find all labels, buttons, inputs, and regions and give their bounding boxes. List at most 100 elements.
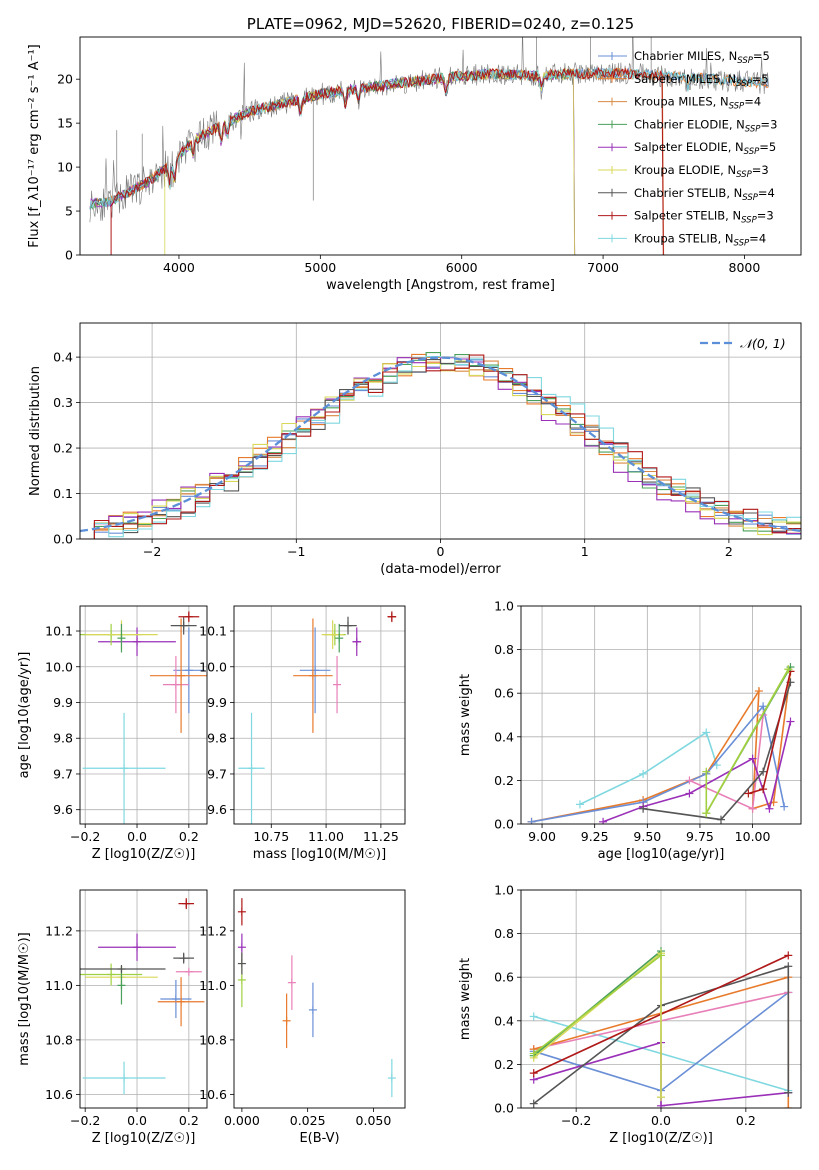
age-mass-xtick-label: 11.25 [363,829,399,844]
age-z-xtick-label: 0.2 [179,829,199,844]
legend-label-name: Salpeter STELIB [634,209,725,223]
mass-ebv-point [287,955,296,1010]
histogram-kroupa-stelib [80,356,801,539]
mass-z-ytick-label: 11.0 [45,978,73,993]
legend-label: Kroupa STELIB, NSSP=4 [634,231,766,248]
spectrum-xtick-label: 7000 [587,260,619,275]
weight-z-line-chabrier-elodie [533,949,662,1098]
mass-ebv-ytick-label: 11.2 [199,923,227,938]
age-z-ytick-label: 9.8 [53,731,73,746]
mass-ebv-ytick-label: 10.8 [199,1032,227,1047]
age-mass-point [339,616,357,635]
mass-z-point [157,977,205,1027]
spectrum-ytick-label: 10 [57,160,73,175]
legend-label-name: Chabrier MILES [634,49,721,63]
legend-label-n: , N [728,140,744,154]
mass-ebv-point [237,898,246,926]
spectrum-frame [79,36,802,256]
spectrum-xtick-label: 5000 [304,260,336,275]
residuals-xtick-label: 0 [437,544,445,559]
legend-label-n: , N [718,231,734,245]
age-z-point [162,656,189,714]
age-z-plot-area [80,611,207,824]
weight-age-ytick-label: 0.0 [494,817,514,832]
legend-label-nssp: 3 [766,209,773,223]
mass-z-xtick-label: 0.0 [127,1113,147,1128]
mass-z-point [98,933,176,961]
weight-z-xtick-label: 0.0 [651,1113,671,1128]
legend-label-eq: = [749,231,759,245]
weight-age-ylabel: mass weight [458,674,473,756]
residuals-ytick-label: 0.4 [53,350,73,365]
mass-z-ylabel: mass [log10(M/M☉)] [17,932,32,1065]
weight-z-frame [520,889,802,1109]
age-z-point [178,611,200,623]
weight-age-line-lime [705,668,790,817]
weight-z-xtick-label: 0.2 [736,1113,756,1128]
legend-label-sub: SSP [737,56,753,66]
weight-age-ytick-label: 1.0 [494,599,514,614]
age-mass-ytick-label: 9.9 [207,695,227,710]
mass-z-point [175,967,202,976]
legend-label-eq: = [758,186,768,200]
mass-ebv-xlabel: E(B-V) [299,1131,339,1146]
legend-label-n: , N [720,72,736,86]
age-z-point [98,627,176,657]
legend-label: Chabrier ELODIE, NSSP=3 [634,117,777,134]
age-mass-point [238,712,265,824]
age-mass-ytick-label: 9.6 [207,802,227,817]
age-mass-ytick-label: 9.7 [207,766,227,781]
weight-age-xtick-label: 9.50 [633,829,661,844]
legend-label-name: Kroupa STELIB [634,231,718,245]
legend-label-n: , N [721,49,737,63]
spectrum-plot-area [89,37,769,255]
spectrum-ytick-label: 5 [65,204,73,219]
residuals-xlabel: (data-model)/error [380,562,501,577]
legend-label-name: Salpeter MILES [634,72,720,86]
mass-z-plot-area [80,898,205,1095]
legend-label-name: Salpeter ELODIE [634,140,728,154]
weight-age-xtick-label: 9.75 [686,829,714,844]
age-mass-ytick-label: 9.8 [207,731,227,746]
weight-age-ytick-label: 0.8 [494,642,514,657]
mass-z-xtick-label: 0.2 [179,1113,199,1128]
age-z-xlabel: Z [log10(Z/Z☉)] [92,847,196,862]
legend-label-name: Kroupa MILES [634,95,713,109]
weight-age-plot-area [527,663,795,824]
mass-ebv-xtick-label: 0.025 [290,1113,326,1128]
legend-label-sub: SSP [745,124,761,134]
weight-z-xlabel: Z [log10(Z/Z☉)] [609,1131,713,1146]
weight-z-panel: −0.2 0.0 0.2 0.0 0.2 0.4 0.6 0.8 1.0 Z [log10(Z/Z… [458,883,802,1146]
legend-label-eq: = [757,209,767,223]
age-z-panel: −0.2 0.0 0.2 9.6 9.7 9.8 9.9 10.0 10.1 Z [log10(Z… [17,605,208,862]
weight-age-panel: 9.00 9.25 9.50 9.75 10.00 0.0 0.2 0.4 0.6 0.8 1.0 a… [458,599,802,862]
weight-age-xlabel: age [log10(age/yr)] [598,847,725,862]
mass-z-frame [79,889,208,1109]
age-mass-ytick-label: 10.1 [199,624,227,639]
age-z-ylabel: age [log10(age/yr)] [17,652,32,779]
spectrum-panel: 4000 5000 6000 7000 8000 0 5 10 15 20 wavelength [… [27,15,802,293]
mass-ebv-plot-area [237,898,396,1098]
spectrum-model-kroupa-elodie [164,67,575,255]
spectrum-title: PLATE=0962, MJD=52620, FIBERID=0240, z=0… [247,15,634,33]
legend-label-n: , N [729,117,745,131]
spectrum-ylabel: Flux [f_λ10⁻¹⁷ erg cm⁻² s⁻¹ A⁻¹] [27,44,42,248]
mass-z-xtick-label: −0.2 [70,1113,100,1128]
legend-label-sub: SSP [736,170,752,180]
residuals-panel: −2 −1 0 1 2 0.0 0.1 0.2 0.3 0.4 (data-model)/error… [28,322,802,577]
age-z-ytick-label: 10.0 [45,659,73,674]
age-z-ytick-label: 9.6 [53,802,73,817]
mass-z-point [178,898,195,910]
weight-age-line-salpeter-elodie [602,721,792,823]
weight-z-ytick-label: 0.2 [494,1057,514,1072]
age-mass-point [321,620,344,649]
legend-label-name: Kroupa ELODIE [634,163,720,177]
spectrum-xtick-label: 8000 [729,260,761,275]
legend-label-eq: = [753,49,763,63]
residuals-ytick-label: 0.2 [53,441,73,456]
legend-label: Salpeter ELODIE, NSSP=5 [634,140,776,157]
histogram-salpeter-stelib [80,354,801,539]
spectrum-ytick-label: 15 [57,116,73,131]
